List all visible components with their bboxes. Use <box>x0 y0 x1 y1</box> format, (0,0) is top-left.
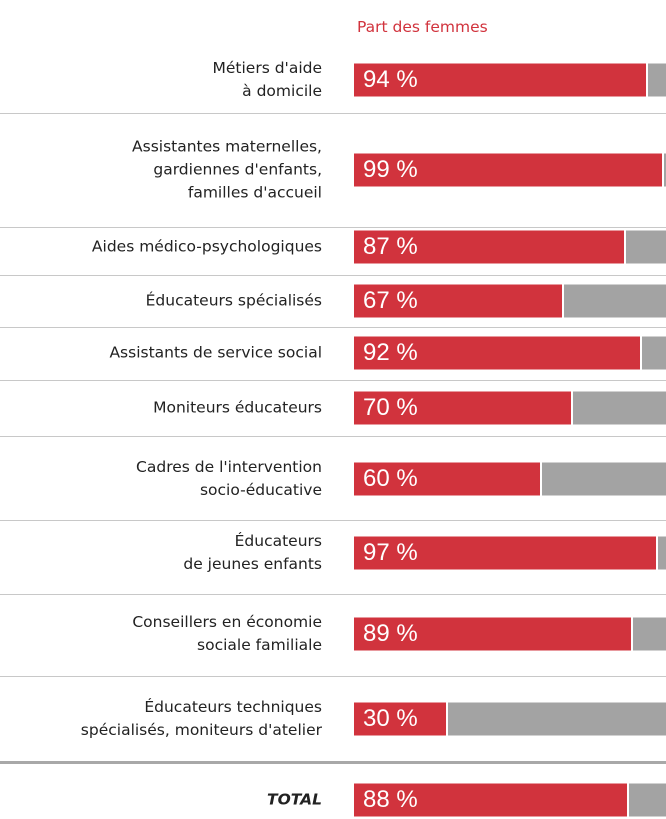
value-label: 87 % <box>363 233 418 260</box>
value-label: 60 % <box>363 465 418 492</box>
value-label: 67 % <box>363 287 418 314</box>
separator <box>0 380 666 381</box>
bar <box>354 63 649 97</box>
bar <box>354 462 542 496</box>
category-label: Moniteurs éducateurs <box>153 398 322 417</box>
separator <box>0 227 666 228</box>
separator <box>0 327 666 328</box>
value-label: 89 % <box>363 620 418 647</box>
bar <box>354 536 658 570</box>
separator <box>0 761 666 764</box>
category-label: Métiers d'aide à domicile <box>212 59 322 100</box>
bar <box>354 783 630 817</box>
bar <box>354 391 574 425</box>
bar <box>354 230 627 264</box>
category-label: Assistantes maternelles, gardiennes d'en… <box>132 137 322 202</box>
separator <box>0 275 666 276</box>
bar <box>354 153 664 187</box>
separator <box>0 436 666 437</box>
separator <box>0 594 666 595</box>
value-label: 94 % <box>363 66 418 93</box>
category-label: Assistants de service social <box>109 343 322 362</box>
category-label: Éducateurs techniques spécialisés, monit… <box>80 698 322 739</box>
value-label: 99 % <box>363 156 418 183</box>
bar <box>354 702 448 736</box>
category-label: TOTAL <box>267 790 322 809</box>
separator <box>0 113 666 114</box>
bar <box>354 336 642 370</box>
category-label: Cadres de l'intervention socio-éducative <box>136 458 322 499</box>
separator <box>0 520 666 521</box>
value-label: 30 % <box>363 705 418 732</box>
category-label: Conseillers en économie sociale familial… <box>132 613 322 654</box>
separator <box>0 676 666 677</box>
bar <box>354 284 564 318</box>
category-label: Aides médico-psychologiques <box>91 237 322 256</box>
category-label: Éducateurs spécialisés <box>145 291 322 310</box>
value-label: 92 % <box>363 339 418 366</box>
value-label: 97 % <box>363 539 418 566</box>
legend: Part des femmes <box>357 18 488 36</box>
value-label: 70 % <box>363 394 418 421</box>
value-label: 88 % <box>363 786 418 813</box>
category-label: Éducateurs de jeunes enfants <box>183 532 322 573</box>
bar <box>354 617 633 651</box>
